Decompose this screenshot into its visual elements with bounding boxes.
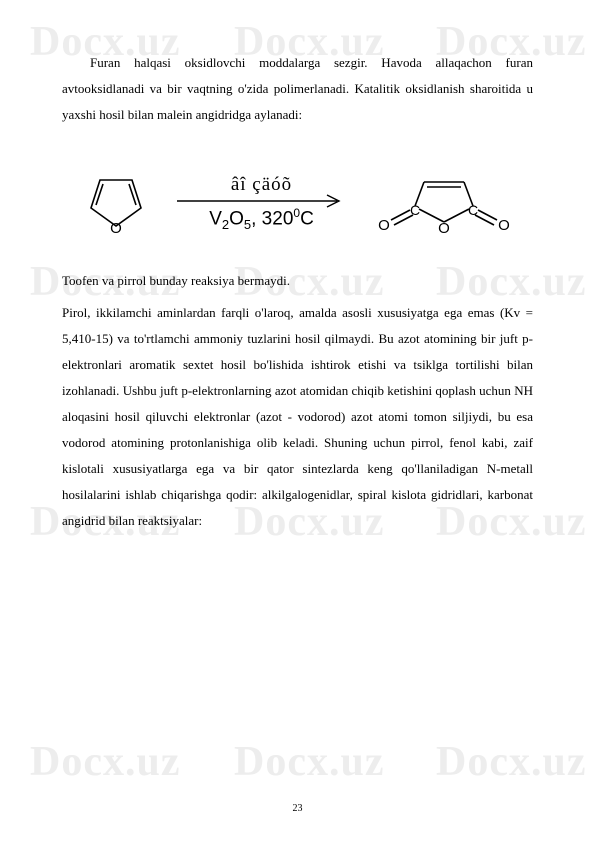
watermark: Docx.uz [234, 738, 384, 786]
arrow-bottom-label: V2O5, 3200C [209, 206, 314, 232]
reaction-arrow: âî çäóõ V2O5, 3200C [177, 174, 347, 232]
anhydride-c-left: C [409, 202, 419, 218]
watermark: Docx.uz [436, 738, 586, 786]
anhydride-molecule: O C C O O [369, 164, 519, 242]
page-content: Furan halqasi oksidlovchi moddalarga sez… [0, 0, 595, 564]
anhydride-o-center: O [438, 220, 450, 237]
anhydride-o-left: O [378, 217, 390, 234]
reaction-scheme: O âî çäóõ V2O5, 3200C [62, 164, 533, 242]
anhydride-c-right: C [467, 202, 477, 218]
arrow-top-label: âî çäóõ [231, 174, 292, 196]
paragraph-note: Toofen va pirrol bunday reaksiya bermayd… [62, 268, 533, 294]
furan-o-label: O [110, 220, 122, 237]
anhydride-o-right: O [498, 217, 510, 234]
watermark: Docx.uz [30, 738, 180, 786]
page-number: 23 [0, 803, 595, 814]
furan-molecule: O [77, 164, 155, 242]
paragraph-intro: Furan halqasi oksidlovchi moddalarga sez… [62, 50, 533, 128]
paragraph-body: Pirol, ikkilamchi aminlardan farqli o'la… [62, 300, 533, 534]
